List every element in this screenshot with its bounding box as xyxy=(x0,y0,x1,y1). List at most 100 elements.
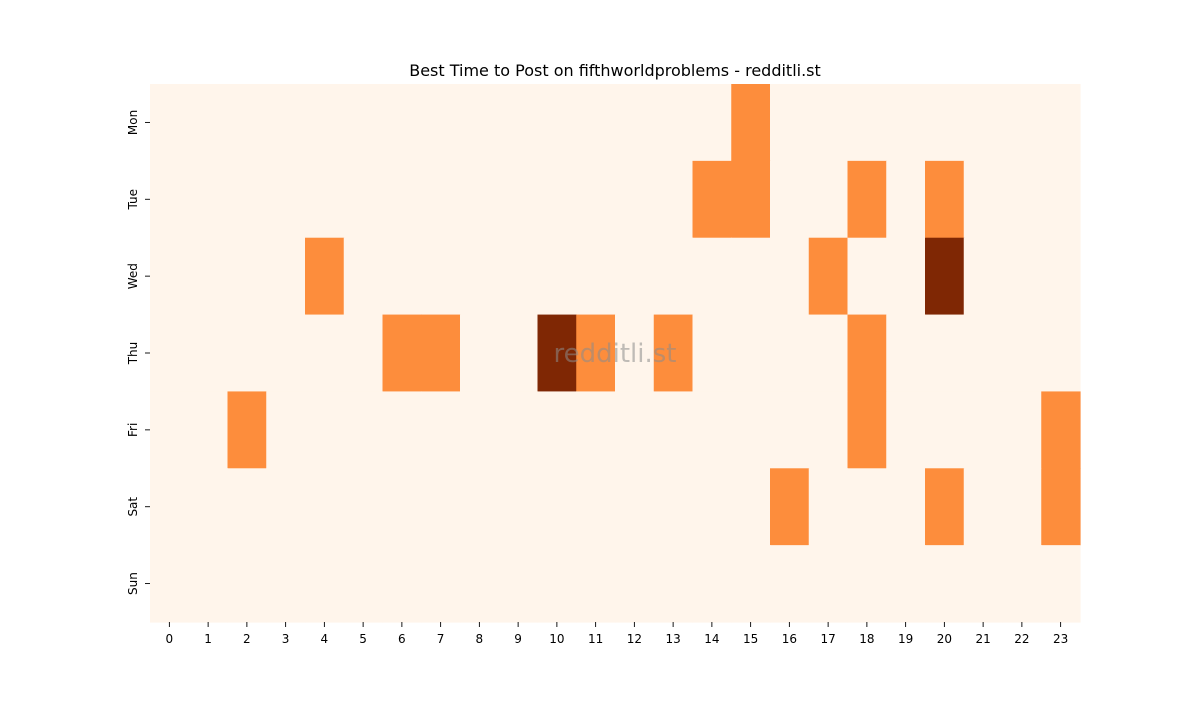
chart-title: Best Time to Post on fifthworldproblems … xyxy=(409,61,821,80)
heatmap-cell xyxy=(886,237,926,316)
heatmap-cell xyxy=(770,160,810,239)
x-tick-label: 14 xyxy=(704,632,719,646)
heatmap-cell xyxy=(925,160,965,239)
heatmap-cell xyxy=(731,160,771,239)
heatmap-cell xyxy=(653,160,694,239)
heatmap-cell xyxy=(1041,545,1081,623)
heatmap-cell xyxy=(227,237,267,316)
heatmap-cell xyxy=(576,314,616,393)
heatmap-cell xyxy=(188,237,229,316)
heatmap-cell xyxy=(963,84,1004,162)
heatmap-cell xyxy=(653,314,694,393)
x-tick-label: 10 xyxy=(549,632,564,646)
heatmap-cell xyxy=(498,391,539,469)
x-tick-label: 23 xyxy=(1053,632,1068,646)
x-tick-label: 17 xyxy=(820,632,835,646)
x-tick-label: 12 xyxy=(627,632,642,646)
heatmap-cell xyxy=(886,391,926,469)
heatmap-cell xyxy=(460,314,500,393)
heatmap-cell xyxy=(963,545,1004,623)
heatmap-cell xyxy=(150,468,190,546)
heatmap-cell xyxy=(150,237,190,316)
heatmap-cell xyxy=(150,160,190,239)
heatmap-cell xyxy=(615,545,655,623)
heatmap-cell xyxy=(886,468,926,546)
heatmap-cell xyxy=(770,84,810,162)
heatmap-cell xyxy=(692,391,732,469)
x-tick-label: 11 xyxy=(588,632,603,646)
heatmap-cell xyxy=(343,314,384,393)
heatmap-cell xyxy=(886,314,926,393)
heatmap-cell xyxy=(382,84,422,162)
heatmap-cell xyxy=(150,314,190,393)
heatmap-cell xyxy=(692,545,732,623)
heatmap-cell xyxy=(305,237,345,316)
heatmap-cell xyxy=(653,84,694,162)
heatmap-cell xyxy=(227,314,267,393)
heatmap-cell xyxy=(808,237,849,316)
y-tick-label: Tue xyxy=(126,189,140,211)
heatmap-cell xyxy=(731,314,771,393)
heatmap-cell xyxy=(498,468,539,546)
heatmap-cell xyxy=(1002,84,1042,162)
heatmap-cell xyxy=(925,545,965,623)
heatmap-cell xyxy=(150,391,190,469)
heatmap-cell xyxy=(1002,314,1042,393)
heatmap-cell xyxy=(847,391,887,469)
heatmap-cell xyxy=(343,468,384,546)
heatmap-cell xyxy=(847,468,887,546)
heatmap-cell xyxy=(1002,160,1042,239)
heatmap-cell xyxy=(537,237,577,316)
x-tick-label: 15 xyxy=(743,632,758,646)
heatmap-cell xyxy=(615,314,655,393)
y-tick-label: Fri xyxy=(126,423,140,437)
heatmap-cell xyxy=(460,545,500,623)
heatmap-cell xyxy=(343,391,384,469)
heatmap-cell xyxy=(770,237,810,316)
heatmap-cell xyxy=(498,160,539,239)
heatmap-cell xyxy=(266,314,306,393)
heatmap-cell xyxy=(576,160,616,239)
heatmap-cell xyxy=(266,84,306,162)
heatmap-cell xyxy=(266,468,306,546)
x-tick-label: 5 xyxy=(359,632,367,646)
heatmap-cell xyxy=(227,160,267,239)
y-axis: Mon Tue Wed Thu Fri Sat Sun xyxy=(126,110,150,595)
heatmap-cell xyxy=(692,314,732,393)
heatmap-cell xyxy=(421,391,461,469)
heatmap-cell xyxy=(808,468,849,546)
heatmap-cell xyxy=(460,160,500,239)
heatmap-cell xyxy=(615,160,655,239)
heatmap-cell xyxy=(615,84,655,162)
heatmap-cell xyxy=(305,314,345,393)
x-tick-label: 0 xyxy=(166,632,174,646)
heatmap-cell xyxy=(537,84,577,162)
heatmap-cell xyxy=(847,545,887,623)
x-tick-label: 7 xyxy=(437,632,445,646)
y-tick-label: Mon xyxy=(126,110,140,135)
heatmap-cell xyxy=(963,314,1004,393)
heatmap-cell xyxy=(421,84,461,162)
x-tick-label: 16 xyxy=(782,632,797,646)
heatmap-cell xyxy=(150,545,190,623)
heatmap-cell xyxy=(886,545,926,623)
y-tick-label: Sat xyxy=(126,497,140,517)
heatmap-cell xyxy=(421,314,461,393)
x-tick-label: 9 xyxy=(514,632,522,646)
heatmap-cell xyxy=(886,160,926,239)
heatmap-cell xyxy=(925,391,965,469)
heatmap-cell xyxy=(498,237,539,316)
y-tick-label: Sun xyxy=(126,572,140,595)
heatmap-cell xyxy=(808,545,849,623)
heatmap-cell xyxy=(576,545,616,623)
heatmap-cell xyxy=(653,237,694,316)
heatmap-cell xyxy=(421,160,461,239)
heatmap-cell xyxy=(731,391,771,469)
heatmap-cell xyxy=(227,391,267,469)
heatmap-cell xyxy=(847,160,887,239)
watermark-text: redditli.st xyxy=(554,339,677,369)
x-tick-label: 19 xyxy=(898,632,913,646)
heatmap-cell xyxy=(692,84,732,162)
heatmap-cell xyxy=(653,545,694,623)
